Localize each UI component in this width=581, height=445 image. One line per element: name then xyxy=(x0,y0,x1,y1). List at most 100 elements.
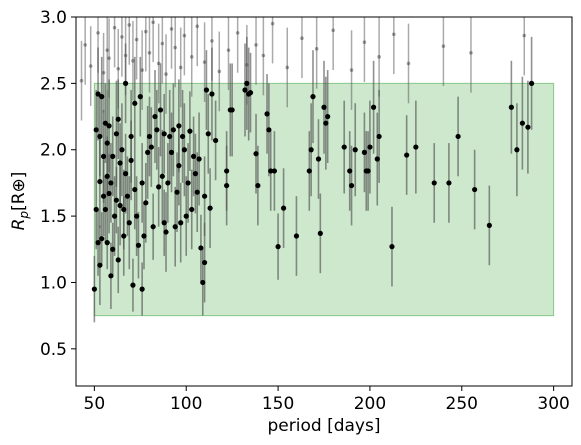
data-point xyxy=(93,127,99,133)
data-point xyxy=(271,168,277,174)
data-point xyxy=(183,213,189,219)
data-point xyxy=(123,171,129,177)
data-point xyxy=(100,193,107,199)
data-point xyxy=(205,131,211,137)
faint-data-point xyxy=(120,35,124,39)
data-point xyxy=(255,182,261,189)
faint-data-point xyxy=(331,28,335,33)
data-point xyxy=(308,147,314,153)
data-point xyxy=(165,180,171,186)
plot-frame xyxy=(75,16,573,387)
data-point xyxy=(181,147,187,153)
data-point xyxy=(132,186,138,193)
data-point xyxy=(310,94,316,100)
data-point xyxy=(347,168,353,174)
x-axis-label: period [days] xyxy=(268,416,381,436)
faint-data-point xyxy=(134,37,139,42)
faint-data-point xyxy=(131,59,135,63)
data-point xyxy=(376,133,382,140)
data-point xyxy=(130,282,136,288)
data-point xyxy=(472,186,478,193)
data-point xyxy=(121,233,127,239)
faint-data-point xyxy=(107,56,111,60)
faint-data-point xyxy=(522,33,527,38)
faint-data-point xyxy=(441,44,446,49)
data-point xyxy=(91,286,97,292)
faint-data-point xyxy=(217,69,222,74)
data-point xyxy=(201,193,208,199)
data-point xyxy=(115,116,121,122)
faint-data-point xyxy=(182,33,187,38)
data-point xyxy=(106,190,112,197)
data-point xyxy=(323,120,329,126)
data-point xyxy=(145,149,151,155)
data-point xyxy=(176,123,182,129)
faint-data-point xyxy=(127,23,132,27)
data-point xyxy=(137,94,143,100)
x-tick-label: 150 xyxy=(262,394,294,414)
data-point xyxy=(374,156,380,162)
x-axis: 50 100 150 200 250 300 xyxy=(84,386,570,414)
x-tick-label: 300 xyxy=(537,394,569,414)
faint-data-point xyxy=(235,31,240,35)
faint-data-point xyxy=(101,70,106,75)
data-point xyxy=(161,220,167,226)
data-point xyxy=(128,157,134,163)
data-point xyxy=(192,171,199,177)
faint-data-point xyxy=(156,61,161,66)
faint-data-point xyxy=(377,55,381,59)
faint-data-point xyxy=(270,21,275,26)
data-point xyxy=(99,236,105,242)
data-point xyxy=(97,133,103,140)
data-point xyxy=(431,180,437,186)
data-point xyxy=(123,80,129,86)
data-point xyxy=(315,156,322,162)
data-point xyxy=(325,113,331,120)
data-point xyxy=(203,87,210,93)
data-point xyxy=(113,131,120,137)
faint-data-point xyxy=(362,40,367,45)
data-point xyxy=(194,189,200,195)
faint-data-point xyxy=(151,20,155,25)
data-point xyxy=(213,137,219,144)
data-point xyxy=(352,147,358,153)
faint-data-point xyxy=(195,24,200,29)
y-tick-label: 2.0 xyxy=(40,141,67,161)
data-point xyxy=(514,147,520,153)
data-point xyxy=(104,140,110,146)
data-point xyxy=(341,144,347,150)
data-point xyxy=(244,80,250,86)
data-point xyxy=(519,120,526,126)
faint-data-point xyxy=(79,78,84,83)
y-axis-label-subscript: p xyxy=(17,211,31,220)
faint-data-point xyxy=(160,41,165,46)
data-point xyxy=(152,113,158,120)
data-point xyxy=(132,100,138,106)
faint-data-point xyxy=(300,36,304,41)
data-point xyxy=(455,133,461,140)
faint-data-point xyxy=(210,39,214,43)
data-point xyxy=(139,286,145,292)
data-point xyxy=(157,107,164,113)
y-axis-label-unit: [R⊕] xyxy=(9,172,29,211)
faint-data-point xyxy=(285,65,290,70)
data-point xyxy=(371,104,377,110)
y-tick-label: 0.5 xyxy=(40,340,67,360)
y-axis-label: Rp[R⊕] xyxy=(9,172,31,231)
data-point xyxy=(135,242,142,248)
x-tick-label: 100 xyxy=(170,394,202,414)
data-point xyxy=(154,127,160,133)
data-point xyxy=(100,153,107,159)
data-point xyxy=(146,133,153,140)
faint-data-point xyxy=(96,31,100,35)
data-point xyxy=(143,200,149,206)
data-point xyxy=(198,245,204,251)
x-tick-label: 250 xyxy=(446,394,478,414)
faint-data-point xyxy=(392,32,396,37)
data-point xyxy=(111,213,118,219)
data-point xyxy=(126,220,132,226)
data-point xyxy=(110,153,116,159)
data-point xyxy=(178,220,184,226)
data-point xyxy=(124,193,131,199)
